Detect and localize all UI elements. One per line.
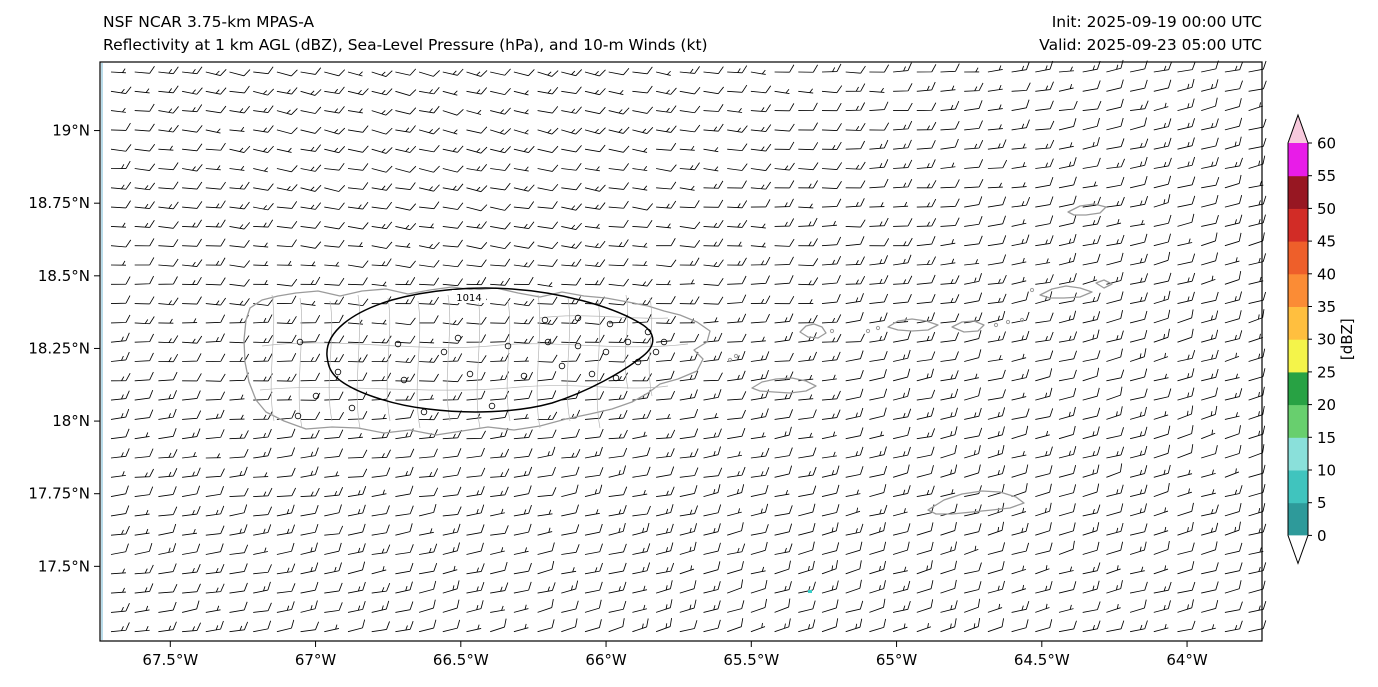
colorbar-tick-label: 25 [1317, 363, 1336, 381]
plot-frame [99, 61, 1263, 642]
y-tick-label: 18.5°N [38, 267, 90, 285]
x-tick-label: 65°W [876, 651, 918, 669]
colorbar-tick-label: 60 [1317, 135, 1336, 153]
x-tick-label: 67°W [295, 651, 337, 669]
y-tick-label: 18.75°N [28, 194, 90, 212]
calm-wind-circles [294, 314, 668, 420]
isobar-label: 1014 [456, 293, 481, 304]
x-tick-label: 64°W [1166, 651, 1208, 669]
colorbar-tick-label: 5 [1317, 494, 1327, 512]
y-tick-label: 18.25°N [28, 339, 90, 357]
colorbar-tick-label: 50 [1317, 200, 1336, 218]
colorbar-tick-label: 40 [1317, 265, 1336, 283]
colorbar-tick-label: 0 [1317, 527, 1327, 545]
x-tick-label: 66.5°W [433, 651, 489, 669]
x-tick-label: 65.5°W [723, 651, 779, 669]
colorbar-tick-label: 10 [1317, 462, 1336, 480]
title-block: NSF NCAR 3.75-km MPAS-A Reflectivity at … [103, 11, 708, 57]
y-tick-label: 18°N [52, 412, 90, 430]
model-title: NSF NCAR 3.75-km MPAS-A [103, 13, 315, 31]
colorbar-tick-label: 55 [1317, 167, 1336, 185]
colorbar-tick-label: 15 [1317, 429, 1336, 447]
reflectivity-speck [808, 590, 812, 593]
x-tick-label: 64.5°W [1014, 651, 1070, 669]
coastlines [243, 203, 1113, 515]
init-time: Init: 2025-09-19 00:00 UTC [1051, 13, 1262, 31]
colorbar-under-arrow [1288, 535, 1308, 564]
wind-barbs [110, 59, 1267, 633]
colorbar-tick-label: 35 [1317, 298, 1336, 316]
colorbar: 0 5 10 15 20 25 30 35 40 45 50 55 60 [dBZ] [1287, 113, 1356, 565]
colorbar-tick-label: 45 [1317, 233, 1336, 251]
isobar-1014-contour [326, 287, 654, 413]
product-title: Reflectivity at 1 km AGL (dBZ), Sea-Leve… [103, 36, 708, 54]
colorbar-over-arrow [1288, 115, 1308, 143]
x-tick-label: 67.5°W [142, 651, 198, 669]
y-tick-label: 19°N [52, 122, 90, 140]
municipal-boundaries [259, 294, 689, 429]
axes: 19°N 18.75°N 18.5°N 18.25°N 18°N 17.75°N 17.5°… [28, 122, 1208, 669]
y-tick-label: 17.5°N [38, 557, 90, 575]
y-tick-label: 17.75°N [28, 485, 90, 503]
colorbar-label: [dBZ] [1338, 318, 1356, 360]
valid-time: Valid: 2025-09-23 05:00 UTC [1039, 36, 1262, 54]
colorbar-tick-label: 20 [1317, 396, 1336, 414]
x-tick-label: 66°W [585, 651, 627, 669]
colorbar-tick-label: 30 [1317, 331, 1336, 349]
time-block: Init: 2025-09-19 00:00 UTC Valid: 2025-0… [1039, 11, 1262, 57]
